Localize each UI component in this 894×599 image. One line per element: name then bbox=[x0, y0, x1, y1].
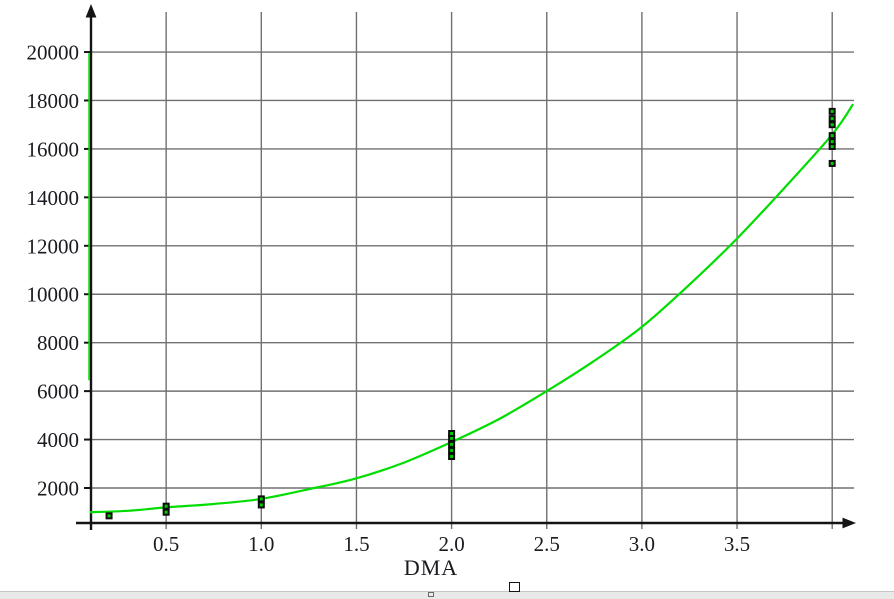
data-point-marker-center bbox=[830, 144, 834, 148]
y-tick-label: 18000 bbox=[27, 89, 80, 113]
y-tick-label: 2000 bbox=[37, 477, 79, 501]
x-tick-label: 0.5 bbox=[153, 532, 179, 556]
data-point-marker-center bbox=[164, 504, 168, 508]
bottom-status-strip[interactable] bbox=[0, 591, 894, 599]
data-point-marker-center bbox=[450, 455, 454, 459]
x-tick-label: 3.5 bbox=[724, 532, 750, 556]
fit-curve bbox=[89, 103, 855, 514]
y-tick-label: 12000 bbox=[27, 234, 80, 258]
data-point-marker-center bbox=[259, 503, 263, 507]
y-tick-label: 8000 bbox=[37, 331, 79, 355]
y-tick-label: 20000 bbox=[27, 41, 80, 65]
y-tick-label: 16000 bbox=[27, 137, 80, 161]
x-tick-label: 1.5 bbox=[343, 532, 369, 556]
x-tick-label: 2.5 bbox=[534, 532, 560, 556]
data-point-marker-center bbox=[450, 442, 454, 446]
y-tick-label: 14000 bbox=[27, 186, 80, 210]
x-tick-label: 3.0 bbox=[629, 532, 655, 556]
y-tick-label: 6000 bbox=[37, 380, 79, 404]
data-point-marker-center bbox=[830, 109, 834, 113]
data-point-marker-center bbox=[830, 117, 834, 121]
floating-square-handle[interactable] bbox=[509, 582, 520, 592]
data-point-marker-center bbox=[830, 134, 834, 138]
data-point-marker-center bbox=[830, 140, 834, 144]
data-point-marker-center bbox=[259, 497, 263, 501]
data-point-marker-center bbox=[450, 432, 454, 436]
y-axis-arrow-icon bbox=[85, 4, 97, 18]
data-point-marker-center bbox=[164, 510, 168, 514]
floating-square-artifact bbox=[428, 592, 434, 597]
data-point-marker-center bbox=[830, 161, 834, 165]
x-tick-label: 1.0 bbox=[248, 532, 274, 556]
data-point-marker-center bbox=[107, 514, 111, 518]
x-axis-title: DMA bbox=[403, 555, 459, 580]
data-point-marker-center bbox=[830, 123, 834, 127]
y-tick-label: 10000 bbox=[27, 283, 80, 307]
data-point-marker-center bbox=[450, 448, 454, 452]
x-tick-label: 2.0 bbox=[438, 532, 464, 556]
x-axis-arrow-icon bbox=[842, 517, 856, 529]
y-tick-label: 4000 bbox=[37, 428, 79, 452]
data-point-marker-center bbox=[450, 436, 454, 440]
